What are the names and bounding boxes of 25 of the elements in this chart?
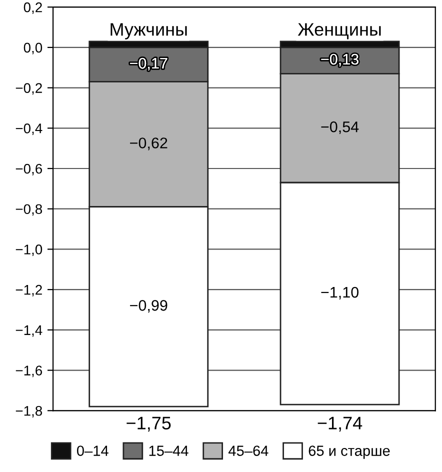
x-tick-label: Женщины (298, 23, 381, 40)
x-tick-label: Мужчины (110, 23, 187, 40)
legend-label: 65 и старше (308, 446, 390, 459)
data-label: −0,54 (321, 121, 359, 134)
y-tick-label: −0,2 (16, 83, 42, 95)
y-tick-label: −1,2 (16, 284, 42, 296)
legend-label: 15–44 (149, 446, 188, 456)
total-label: −1,74 (318, 416, 362, 432)
data-label: −1,10 (321, 286, 359, 300)
data-label: −0,62 (130, 138, 168, 150)
legend-label: 45–64 (228, 446, 268, 456)
total-label: −1,75 (126, 416, 171, 432)
y-tick-label: 0,0 (24, 42, 42, 54)
data-label: −0,17 (130, 58, 168, 70)
data-label: −0,99 (130, 300, 168, 313)
y-tick-label: −0,4 (16, 123, 42, 135)
y-tick-label: 0,2 (24, 2, 42, 14)
y-tick-label: −0,6 (16, 164, 42, 176)
legend-label: 0–14 (76, 446, 108, 456)
y-tick-label: −0,8 (16, 204, 42, 216)
y-tick-label: −1,6 (16, 366, 42, 378)
data-label: −0,13 (321, 54, 358, 66)
y-tick-label: −1,8 (16, 406, 42, 418)
y-tick-label: −1,4 (16, 325, 42, 337)
y-tick-label: −1,0 (16, 244, 42, 256)
